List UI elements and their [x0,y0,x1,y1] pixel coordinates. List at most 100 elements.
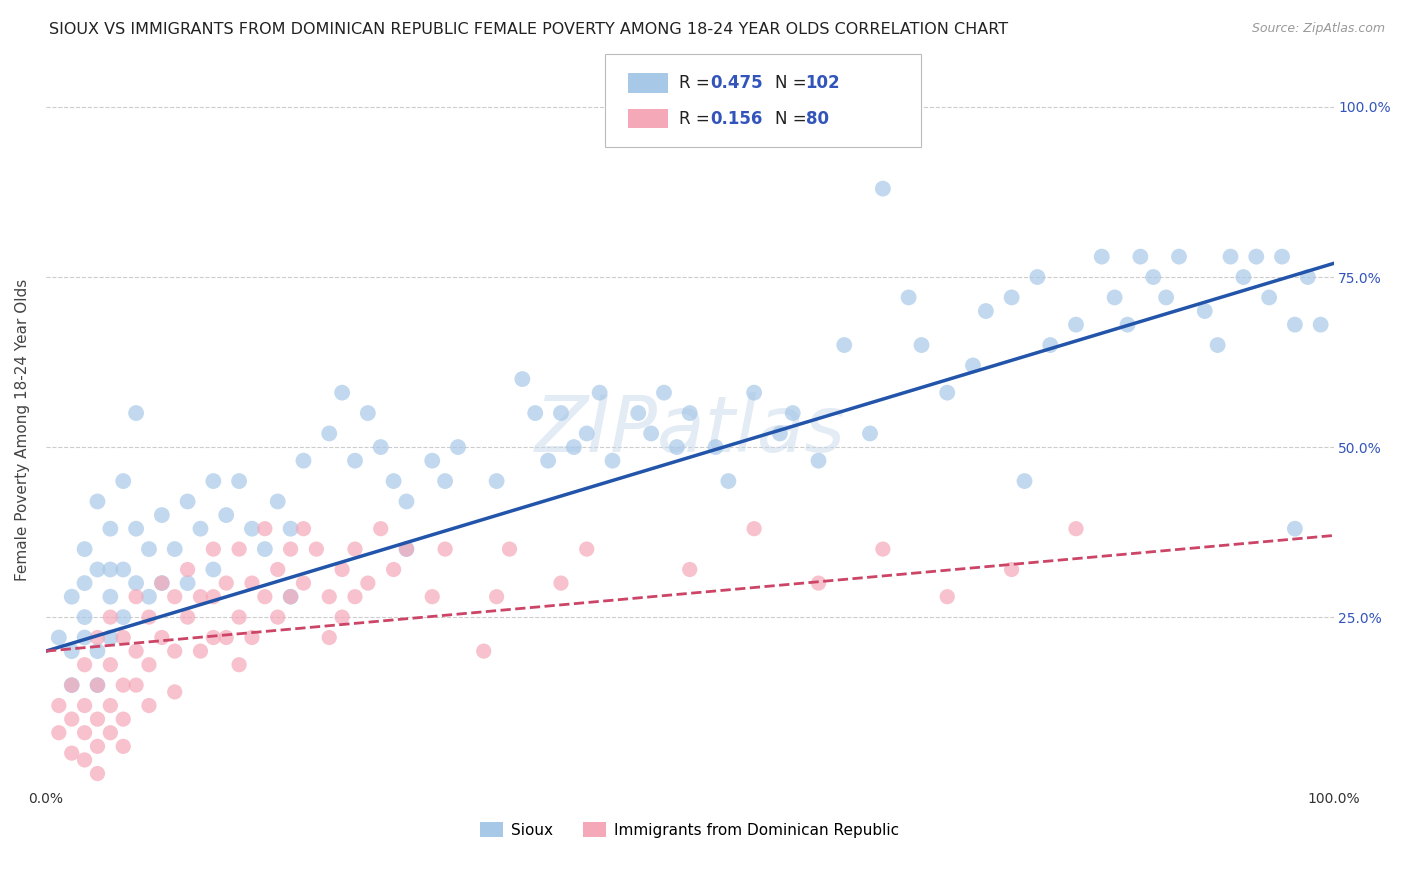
Point [343,453,366,467]
Point [1194,304,1216,318]
Point [112,712,135,726]
Point [872,542,894,557]
Point [138,590,160,604]
Point [98,698,121,713]
Point [1001,562,1024,576]
Point [138,698,160,713]
Point [936,590,959,604]
Point [267,610,290,624]
Point [176,610,198,624]
Point [280,522,302,536]
Point [292,522,315,536]
Point [434,474,457,488]
Point [267,562,290,576]
Point [125,678,148,692]
Point [395,542,418,557]
Point [98,725,121,739]
Point [240,576,263,591]
Point [125,576,148,591]
Point [343,542,366,557]
Point [782,406,804,420]
Point [202,631,225,645]
Text: Source: ZipAtlas.com: Source: ZipAtlas.com [1251,22,1385,36]
Point [253,522,276,536]
Point [769,426,792,441]
Point [253,590,276,604]
Point [859,426,882,441]
Point [936,385,959,400]
Point [267,494,290,508]
Point [1142,270,1164,285]
Point [1271,250,1294,264]
Point [665,440,688,454]
Point [73,698,96,713]
Point [138,610,160,624]
Point [395,542,418,557]
Point [472,644,495,658]
Point [420,590,443,604]
Point [974,304,997,318]
Point [1026,270,1049,285]
Point [228,542,250,557]
Point [112,631,135,645]
Point [434,542,457,557]
Point [73,631,96,645]
Point [640,426,662,441]
Point [73,657,96,672]
Point [330,610,353,624]
Point [305,542,328,557]
Point [86,562,108,576]
Point [98,522,121,536]
Point [485,474,508,488]
Point [112,610,135,624]
Point [1284,318,1306,332]
Point [48,698,70,713]
Point [485,590,508,604]
Point [86,739,108,754]
Point [138,657,160,672]
Point [86,712,108,726]
Point [86,766,108,780]
Point [190,590,212,604]
Point [228,610,250,624]
Point [395,494,418,508]
Point [190,644,212,658]
Point [370,440,392,454]
Point [112,474,135,488]
Point [330,562,353,576]
Point [962,359,984,373]
Text: N =: N = [775,110,811,128]
Point [679,562,702,576]
Legend: Sioux, Immigrants from Dominican Republic: Sioux, Immigrants from Dominican Republi… [474,815,905,844]
Point [86,494,108,508]
Point [1014,474,1036,488]
Point [512,372,534,386]
Point [357,406,380,420]
Point [202,590,225,604]
Point [98,562,121,576]
Point [1258,290,1281,304]
Point [447,440,470,454]
Point [73,542,96,557]
Point [176,494,198,508]
Text: SIOUX VS IMMIGRANTS FROM DOMINICAN REPUBLIC FEMALE POVERTY AMONG 18-24 YEAR OLDS: SIOUX VS IMMIGRANTS FROM DOMINICAN REPUB… [49,22,1008,37]
Point [1129,250,1152,264]
Point [330,385,353,400]
Point [357,576,380,591]
Point [112,739,135,754]
Point [60,746,83,760]
Point [318,426,340,441]
Point [112,562,135,576]
Point [602,453,624,467]
Point [627,406,650,420]
Point [562,440,585,454]
Point [1064,522,1087,536]
Point [318,590,340,604]
Point [897,290,920,304]
Point [318,631,340,645]
Point [807,453,830,467]
Point [202,474,225,488]
Point [652,385,675,400]
Point [215,576,238,591]
Point [150,576,173,591]
